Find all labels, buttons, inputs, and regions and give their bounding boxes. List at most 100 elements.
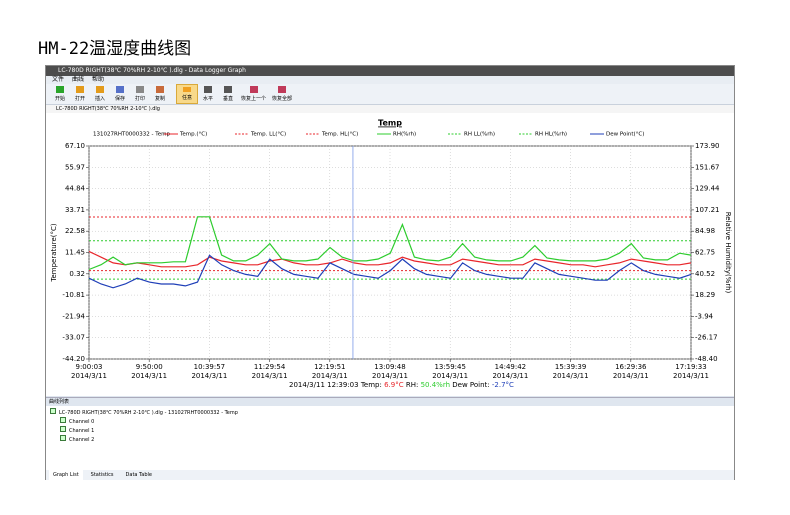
x-tick-label: 9:50:00	[136, 363, 163, 371]
x-tick-date: 2014/3/11	[673, 372, 709, 380]
toolbar-icon	[224, 86, 232, 93]
toolbar-label: 复制	[154, 96, 165, 102]
legend-label: RH LL(%rh)	[464, 132, 495, 138]
toolbar-label: 任意	[181, 95, 192, 101]
toolbar-button[interactable]: 复制	[150, 84, 170, 104]
toolbar-label: 恢复全部	[272, 96, 293, 102]
x-tick-date: 2014/3/11	[553, 372, 589, 380]
tree-label: Channel 1	[69, 428, 95, 434]
readout-label: Dew Point:	[452, 381, 489, 389]
toolbar-label: 垂直	[222, 96, 233, 102]
toolbar-button[interactable]: 打印	[130, 84, 150, 104]
toolbar-label: 开始	[54, 96, 65, 102]
y2-tick-label: 129.44	[695, 185, 720, 193]
toolbar-label: 恢复上一个	[241, 96, 267, 102]
toolbar-label: 打开	[74, 96, 85, 102]
document-tab[interactable]: LC-780D RIGHT(38℃ 70%RH 2-10℃ ).dlg	[46, 105, 734, 113]
readout-value: 50.4%rh	[421, 381, 450, 389]
tree-row[interactable]: Channel 1	[50, 426, 238, 435]
toolbar-icon	[278, 86, 287, 93]
y-tick-label: 55.97	[65, 163, 85, 171]
x-tick-date: 2014/3/11	[432, 372, 468, 380]
x-tick-date: 2014/3/11	[131, 372, 167, 380]
menu-item[interactable]: 文件	[52, 76, 65, 83]
x-tick-label: 11:29:54	[254, 363, 286, 371]
panel-tab[interactable]: Data Table	[125, 472, 152, 478]
toolbar-icon	[183, 87, 191, 92]
legend-title: 131027RHT0000332 - Temp	[93, 132, 170, 138]
x-tick-label: 13:09:48	[374, 363, 405, 371]
readout-value: -2.7°C	[492, 381, 514, 389]
x-tick-label: 9:00:03	[76, 363, 103, 371]
toolbar-label: 水平	[202, 96, 213, 102]
x-tick-date: 2014/3/11	[312, 372, 348, 380]
tree-row[interactable]: Channel 2	[50, 435, 238, 444]
menu-item[interactable]: 曲线	[72, 76, 85, 83]
y-tick-label: 11.45	[65, 249, 85, 257]
readout-label: RH:	[406, 381, 419, 389]
y2-tick-label: 173.90	[695, 142, 720, 150]
toolbar-button[interactable]: 任意	[176, 84, 198, 104]
toolbar-button[interactable]: 水平	[198, 84, 218, 104]
toolbar-button[interactable]: 开始	[50, 84, 70, 104]
chart-title: Temp	[378, 119, 402, 128]
toolbar-icon	[96, 86, 104, 93]
panel-tabs: Graph List Statistics Data Table	[46, 470, 734, 480]
toolbar-button[interactable]: 打开	[70, 84, 90, 104]
x-tick-date: 2014/3/11	[252, 372, 288, 380]
tree-row[interactable]: Channel 0	[50, 417, 238, 426]
series-line	[88, 250, 692, 268]
tree-row[interactable]: LC-780D RIGHT(38℃ 70%RH 2-10℃ ).dlg - 13…	[50, 408, 238, 417]
x-tick-date: 2014/3/11	[613, 372, 649, 380]
x-tick-label: 16:29:36	[615, 363, 647, 371]
toolbar-button[interactable]: 垂直	[218, 84, 238, 104]
x-tick-label: 10:39:57	[194, 363, 225, 371]
y2-tick-label: 40.52	[695, 270, 715, 278]
toolbar-button[interactable]: 插入	[90, 84, 110, 104]
y-tick-label: 67.10	[65, 142, 85, 150]
toolbar-icon	[204, 86, 212, 93]
cursor-readout: 2014/3/11 12:39:03 Temp: 6.9°C RH: 50.4%…	[289, 381, 514, 389]
toolbar-button[interactable]: 保存	[110, 84, 130, 104]
y-tick-label: -44.20	[62, 355, 85, 363]
readout-label: Temp:	[360, 381, 382, 389]
x-tick-label: 15:39:39	[555, 363, 586, 371]
checkbox[interactable]	[60, 435, 66, 441]
y2-tick-label: 84.98	[695, 227, 715, 235]
y2-axis-title: Relative Humidity(%rh)	[724, 212, 732, 294]
y2-tick-label: 18.29	[695, 291, 715, 299]
y-tick-label: -33.07	[62, 334, 85, 342]
window-title: LC-780D RIGHT(38℃ 70%RH 2-10℃ ).dlg - Da…	[46, 66, 734, 76]
x-tick-date: 2014/3/11	[71, 372, 107, 380]
panel-title: 曲线列表	[46, 398, 734, 406]
toolbar-label: 打印	[134, 96, 145, 102]
tree-label: Channel 0	[69, 419, 95, 425]
toolbar-button[interactable]: 恢复上一个	[238, 84, 269, 104]
legend-label: Temp.(°C)	[179, 132, 207, 138]
checkbox[interactable]	[50, 408, 56, 414]
y-tick-label: 33.71	[65, 206, 85, 214]
y-tick-label: -10.81	[62, 291, 85, 299]
toolbar-button[interactable]: 恢复全部	[269, 84, 295, 104]
panel-tab[interactable]: Graph List	[49, 470, 83, 480]
legend-label: RH HL(%rh)	[535, 132, 567, 138]
toolbar-icon	[76, 86, 84, 93]
x-tick-label: 17:19:33	[675, 363, 706, 371]
checkbox[interactable]	[60, 417, 66, 423]
x-tick-label: 14:49:42	[495, 363, 526, 371]
heading: HM-22温湿度曲线图	[38, 39, 192, 59]
x-tick-date: 2014/3/11	[372, 372, 408, 380]
series-line	[88, 216, 692, 271]
x-tick-date: 2014/3/11	[191, 372, 227, 380]
toolbar-icon	[116, 86, 124, 93]
panel-tab[interactable]: Statistics	[90, 472, 114, 478]
y2-tick-label: 62.75	[695, 249, 715, 257]
legend-label: RH(%rh)	[393, 132, 416, 138]
checkbox[interactable]	[60, 426, 66, 432]
cursor-date: 2014/3/11	[289, 381, 325, 389]
menu-bar: 文件 曲线 帮助	[46, 76, 734, 84]
toolbar-label: 保存	[114, 96, 125, 102]
menu-item[interactable]: 帮助	[92, 76, 105, 83]
x-tick-label: 13:59:45	[434, 363, 465, 371]
